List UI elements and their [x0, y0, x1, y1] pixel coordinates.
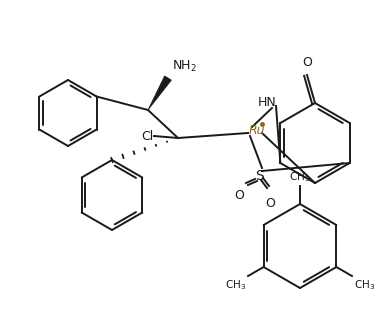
Text: Cl: Cl — [142, 130, 154, 142]
Text: O: O — [265, 197, 275, 210]
Text: HN: HN — [258, 96, 277, 110]
Polygon shape — [148, 76, 171, 110]
Text: CH$_3$: CH$_3$ — [289, 170, 311, 184]
Text: CH$_3$: CH$_3$ — [225, 278, 246, 292]
Text: S: S — [256, 169, 264, 183]
Text: CH$_3$: CH$_3$ — [354, 278, 375, 292]
Text: O: O — [302, 56, 312, 69]
Text: Ru: Ru — [249, 125, 265, 137]
Text: NH$_2$: NH$_2$ — [172, 59, 197, 74]
Text: O: O — [234, 189, 244, 202]
